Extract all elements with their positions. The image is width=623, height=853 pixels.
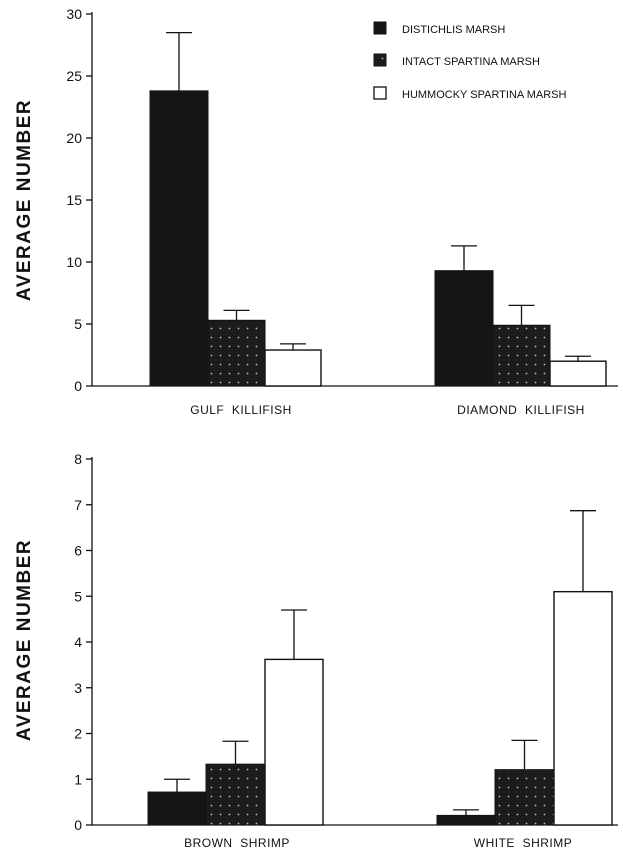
error-bar-diamond-killifish-distichlis-marsh (451, 245, 477, 271)
y-tick-label: 20 (66, 130, 82, 146)
y-tick-label: 15 (66, 192, 82, 208)
brown-white-shrimp-chart: AVERAGE NUMBER 0 1 2 3 4 5 6 7 8 BROWN SHRIMP WHI… (14, 451, 618, 850)
category-label-brown-shrimp: BROWN SHRIMP (184, 836, 290, 850)
y-tick-label: 0 (74, 817, 82, 833)
y-tick-label: 3 (74, 680, 82, 696)
y-tick-label: 0 (74, 378, 82, 394)
y-tick-label: 5 (74, 316, 82, 332)
legend: DISTICHLIS MARSH INTACT SPARTINA MARSH H… (373, 21, 566, 101)
y-tick-label: 4 (74, 634, 82, 650)
bar-diamond-killifish-distichlis-marsh (434, 270, 494, 387)
y-tick-label: 8 (74, 451, 82, 467)
bar-gulf-killifish-hummocky-spartina-marsh (264, 349, 322, 387)
bar-brown-shrimp-distichlis-marsh (147, 791, 207, 826)
y-tick-label: 1 (74, 771, 82, 787)
category-label-gulf-killifish: GULF KILLIFISH (190, 403, 292, 417)
legend-label-hummocky-spartina: HUMMOCKY SPARTINA MARSH (402, 89, 566, 101)
category-label-diamond-killifish: DIAMOND KILLIFISH (457, 403, 585, 417)
error-bar-gulf-killifish-distichlis-marsh (166, 31, 192, 91)
y-axis-label-top: AVERAGE NUMBER (14, 99, 35, 301)
error-bar-gulf-killifish-hummocky-spartina-marsh (280, 343, 306, 351)
y-tick-label: 2 (74, 726, 82, 742)
bar-brown-shrimp-intact-spartina-marsh (205, 763, 266, 826)
bar-white-shrimp-hummocky-spartina-marsh (553, 590, 613, 826)
error-bar-brown-shrimp-intact-spartina-marsh (222, 740, 249, 765)
bar-brown-shrimp-hummocky-spartina-marsh (264, 658, 324, 826)
bar-white-shrimp-distichlis-marsh (436, 814, 496, 826)
legend-swatch-distichlis (373, 21, 387, 35)
error-bar-white-shrimp-hummocky-spartina-marsh (570, 510, 596, 592)
bar-gulf-killifish-intact-spartina-marsh (207, 319, 266, 387)
error-bar-white-shrimp-intact-spartina-marsh (511, 739, 538, 770)
y-tick-label: 10 (66, 254, 82, 270)
category-label-white-shrimp: WHITE SHRIMP (474, 836, 573, 850)
error-bar-white-shrimp-distichlis-marsh (453, 809, 479, 816)
y-tick-label: 7 (74, 497, 82, 513)
gulf-diamond-killifish-chart: AVERAGE NUMBER 0 5 10 15 20 25 30 GULF KILLIFI… (14, 6, 618, 417)
legend-swatch-intact-spartina (373, 53, 387, 67)
legend-label-distichlis: DISTICHLIS MARSH (402, 24, 505, 36)
error-bar-diamond-killifish-intact-spartina-marsh (508, 304, 535, 326)
y-tick-label: 25 (66, 68, 82, 84)
bar-white-shrimp-intact-spartina-marsh (494, 769, 555, 826)
bar-diamond-killifish-intact-spartina-marsh (492, 324, 551, 387)
legend-swatch-hummocky-spartina (373, 86, 387, 100)
legend-label-intact-spartina: INTACT SPARTINA MARSH (402, 56, 540, 68)
error-bar-gulf-killifish-intact-spartina-marsh (223, 309, 250, 321)
error-bar-diamond-killifish-hummocky-spartina-marsh (565, 355, 591, 362)
bar-diamond-killifish-hummocky-spartina-marsh (549, 360, 607, 387)
y-axis-label-bottom: AVERAGE NUMBER (14, 539, 35, 741)
error-bar-brown-shrimp-hummocky-spartina-marsh (281, 609, 307, 660)
error-bar-brown-shrimp-distichlis-marsh (164, 778, 190, 793)
y-tick-label: 6 (74, 543, 82, 559)
bar-gulf-killifish-distichlis-marsh (149, 90, 209, 387)
y-tick-label: 30 (66, 6, 82, 22)
y-tick-label: 5 (74, 588, 82, 604)
